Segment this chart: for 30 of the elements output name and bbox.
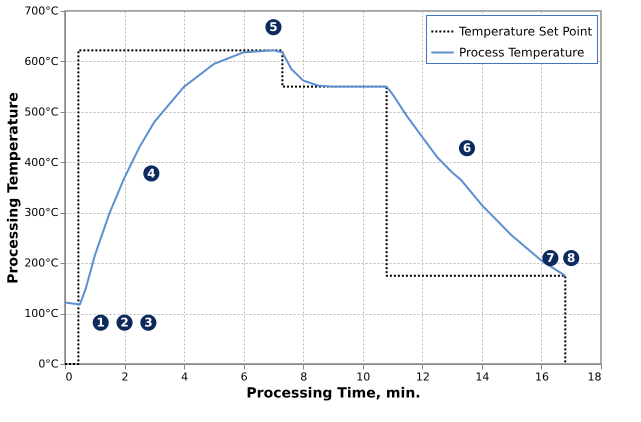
x-axis-title: Processing Time, min. bbox=[246, 386, 421, 402]
legend-label: Process Temperature bbox=[459, 46, 584, 60]
annotation: 4 bbox=[147, 166, 156, 180]
annotation: 2 bbox=[120, 316, 129, 330]
annotation: 6 bbox=[462, 141, 472, 156]
y-tick-label: 400°C bbox=[24, 156, 59, 169]
x-tick-label: 0 bbox=[66, 370, 72, 384]
annotation: 7 bbox=[546, 251, 555, 266]
x-tick-label: 16 bbox=[534, 370, 549, 384]
annotation: 3 bbox=[144, 316, 153, 330]
y-tick-label: 0°C bbox=[38, 358, 59, 370]
annotation: 8 bbox=[567, 251, 576, 266]
annotation: 1 bbox=[96, 316, 105, 330]
x-tick-label: 18 bbox=[588, 370, 602, 384]
x-tick-label: 10 bbox=[356, 370, 370, 384]
y-tick-label: 600°C bbox=[24, 54, 59, 68]
annotation: 5 bbox=[269, 20, 278, 34]
y-tick-label: 300°C bbox=[24, 206, 59, 220]
x-tick-label: 14 bbox=[475, 370, 490, 384]
y-tick-label: 700°C bbox=[24, 4, 59, 18]
x-tick-label: 6 bbox=[240, 370, 248, 384]
x-tick-label: 2 bbox=[122, 370, 129, 384]
legend-label: Temperature Set Point bbox=[458, 24, 592, 38]
y-tick-label: 200°C bbox=[24, 256, 59, 270]
x-tick-label: 4 bbox=[181, 370, 188, 384]
y-tick-label: 500°C bbox=[24, 105, 59, 118]
x-tick-label: 8 bbox=[300, 370, 308, 384]
y-axis-title: Processing Temperature bbox=[5, 92, 22, 284]
x-tick-label: 12 bbox=[416, 370, 430, 384]
y-tick-label: 100°C bbox=[24, 307, 59, 320]
